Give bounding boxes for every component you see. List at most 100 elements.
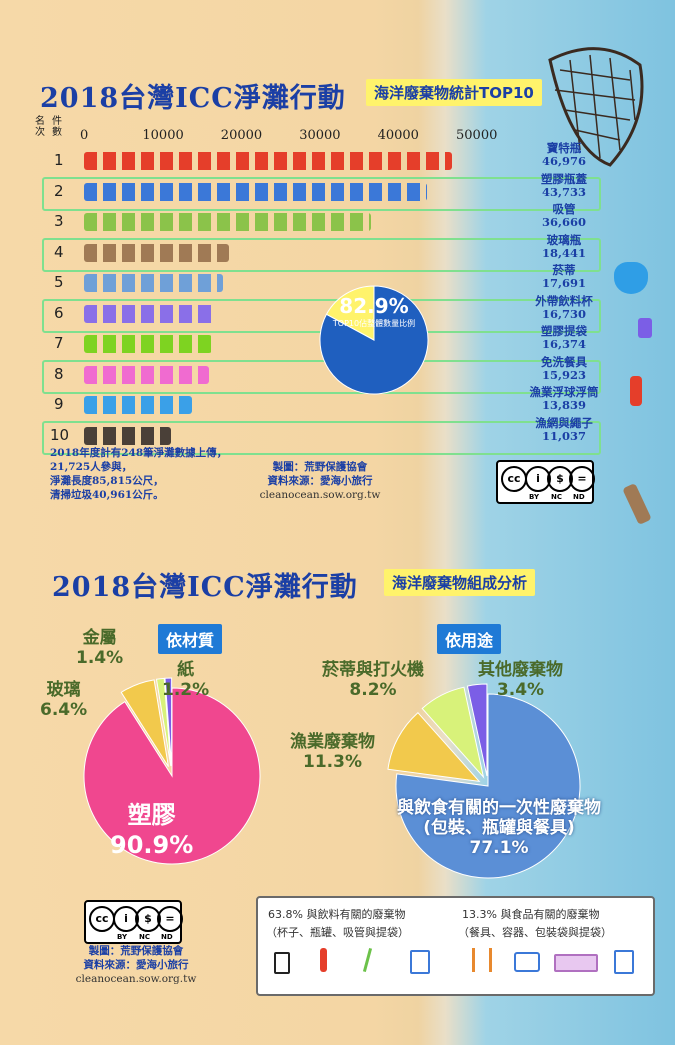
footer-drink-line1: 63.8% 與飲料有關的廢棄物	[268, 908, 406, 921]
label-cigarette: 菸蒂與打火機 8.2%	[322, 660, 424, 700]
pie-slice	[120, 679, 169, 767]
usage-tag: 依用途	[437, 624, 502, 654]
category-value: 43,733	[541, 184, 586, 199]
summary-note: 2018年度計有248筆淨灘數據上傳， 21,725人參與， 淨灘長度85,81…	[50, 446, 227, 502]
summary-line: 淨灘長度85,815公尺，	[50, 475, 164, 487]
label-other-value: 3.4%	[496, 680, 545, 700]
label-cigarette-name: 菸蒂與打火機	[322, 660, 424, 680]
fishing-net-icon	[548, 47, 644, 167]
rank-label: 9	[54, 395, 64, 413]
rank-label: 10	[50, 425, 70, 444]
pie-slice	[83, 687, 261, 865]
category-value: 16,730	[541, 306, 586, 321]
label-plastic: 塑膠 90.9%	[110, 800, 193, 860]
category-label: 吸管 36,660	[516, 203, 612, 229]
category-name: 菸蒂	[552, 263, 576, 277]
rank-label: 6	[54, 303, 64, 322]
glass-bottle-icon	[622, 482, 652, 526]
category-value: 36,660	[541, 215, 586, 229]
bar	[84, 152, 453, 170]
cup-icon	[638, 318, 652, 338]
top10-pie-percent: 82.9%	[339, 294, 409, 318]
pie-slice	[387, 711, 481, 782]
bag-icon	[614, 950, 634, 974]
category-label: 外帶飲料杯 16,730	[516, 294, 612, 321]
credit-source: 資料來源：愛海小旅行	[267, 475, 373, 487]
category-label: 漁業浮球浮筒 13,839	[516, 386, 612, 412]
credit-made: 製圖：荒野保護協會	[88, 945, 184, 957]
material-pie	[83, 677, 261, 865]
credit-url: cleanocean.sow.org.tw	[259, 489, 381, 501]
row-highlight	[42, 237, 601, 272]
section1-title: 2018台灣ICC淨灘行動	[40, 83, 346, 114]
category-value: 16,374	[541, 337, 586, 351]
bar	[84, 243, 229, 262]
label-plastic-value: 90.9%	[110, 831, 194, 859]
rank-label: 2	[54, 181, 64, 200]
rank-label: 7	[54, 334, 64, 352]
row-highlight	[42, 420, 601, 455]
label-food-value: 77.1%	[469, 838, 529, 858]
cc-icon: cc	[501, 466, 527, 492]
nd-icon: =	[157, 906, 183, 932]
bar	[84, 426, 171, 445]
category-label: 免洗餐具 15,923	[516, 354, 612, 382]
pie-slice	[325, 285, 375, 341]
category-name: 漁業浮球浮筒	[529, 385, 599, 399]
bar	[84, 304, 216, 323]
category-name: 吸管	[552, 202, 576, 216]
bottle-icon	[630, 376, 642, 406]
category-value: 15,923	[541, 367, 586, 382]
label-glass-name: 玻璃	[46, 680, 81, 700]
category-footer-box: 63.8% 與飲料有關的廢棄物 （杯子、瓶罐、吸管與提袋） 13.3% 與食品有…	[256, 896, 655, 996]
packaging-icon	[554, 954, 598, 972]
label-food-name-line2: (包裝、瓶罐與餐具)	[423, 818, 575, 838]
by-label: BY	[529, 493, 540, 501]
label-metal-value: 1.4%	[76, 648, 124, 668]
straw-icon	[362, 948, 373, 972]
category-name: 免洗餐具	[541, 354, 587, 369]
cup-icon	[274, 952, 290, 974]
bar	[84, 182, 427, 201]
utensils-icon	[472, 948, 492, 972]
label-fishery: 漁業廢棄物 11.3%	[290, 732, 375, 772]
label-glass: 玻璃 6.4%	[40, 680, 87, 720]
credits-2: 製圖：荒野保護協會 資料來源：愛海小旅行 cleanocean.sow.org.…	[74, 944, 198, 986]
cc-license-badge: cc i $ = BY NC ND	[496, 460, 595, 504]
credit-made: 製圖：荒野保護協會	[272, 461, 368, 473]
nc-label: NC	[139, 933, 150, 941]
x-tick-label: 40000	[377, 128, 419, 143]
label-metal-name: 金屬	[82, 628, 117, 648]
label-paper-name: 紙	[177, 660, 195, 680]
x-tick-label: 50000	[456, 128, 498, 143]
category-value: 18,441	[541, 245, 586, 260]
category-name: 塑膠提袋	[541, 324, 587, 338]
row-highlight	[42, 176, 601, 211]
pie-slice	[164, 677, 173, 767]
bar	[84, 335, 213, 353]
row-highlight	[42, 359, 601, 394]
section2-subtitle: 海洋廢棄物組成分析	[384, 569, 536, 596]
credits-1: 製圖：荒野保護協會 資料來源：愛海小旅行 cleanocean.sow.org.…	[258, 460, 382, 502]
label-food-disposable: 與飲食有關的一次性廢棄物 (包裝、瓶罐與餐具) 77.1%	[356, 798, 642, 858]
rank-label: 8	[54, 364, 64, 383]
cc-license-badge-2: cc i $ = BY NC ND	[84, 900, 183, 944]
pie-slice	[155, 677, 172, 767]
category-label: 塑膠瓶蓋 43,733	[516, 171, 612, 199]
category-name: 塑膠瓶蓋	[541, 171, 587, 186]
x-tick-label: 10000	[142, 128, 184, 143]
pie-slice	[395, 693, 581, 879]
label-food-name-line1: 與飲食有關的一次性廢棄物	[397, 798, 601, 818]
label-other-name: 其他廢棄物	[478, 660, 563, 680]
category-label: 漁網與繩子 11,037	[516, 416, 612, 443]
category-value: 13,839	[541, 398, 586, 412]
bag-icon	[410, 950, 430, 974]
label-cigarette-value: 8.2%	[349, 680, 397, 700]
by-label: BY	[117, 933, 128, 941]
label-plastic-name: 塑膠	[127, 801, 176, 829]
nd-label: ND	[573, 493, 585, 501]
rank-label: 5	[54, 273, 64, 291]
pie-slice	[466, 683, 488, 777]
summary-line: 清掃垃圾40,961公斤。	[50, 489, 164, 501]
section1-subtitle: 海洋廢棄物統計TOP10	[366, 79, 542, 106]
